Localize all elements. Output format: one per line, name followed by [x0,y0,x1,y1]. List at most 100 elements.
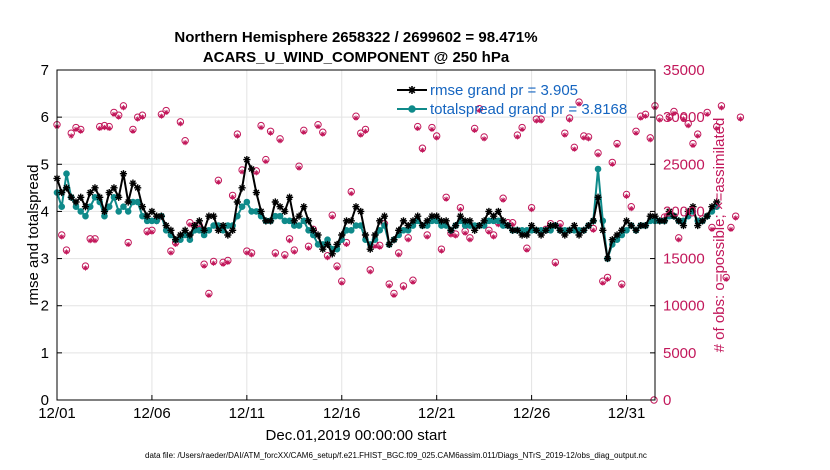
obs-assimilated-point [220,261,226,267]
rmse-point [471,226,479,234]
rmse-point [361,231,370,239]
rmse-point [86,188,94,197]
rmse-point [509,226,517,234]
rmse-point [551,221,559,230]
totalspread-point [295,222,303,229]
obs-assimilated-point [386,283,392,289]
rmse-point [523,231,531,239]
rmse-point [594,193,602,201]
y-right-tick-label: 35000 [663,62,705,79]
rmse-point [632,226,640,234]
rmse-point [176,231,184,239]
totalspread-point [124,208,132,215]
rmse-point [565,226,574,234]
obs-assimilated-point [737,116,744,122]
obs-assimilated-point [481,136,487,142]
obs-assimilated-point [400,285,407,291]
obs-assimilated-point [472,127,478,133]
obs-assimilated-point [552,261,558,267]
x-tick-label: 12/11 [229,405,265,422]
rmse-point [418,221,427,230]
obs-assimilated-point [514,134,520,140]
plot-frame [56,69,656,401]
rmse-point [414,212,422,220]
obs-assimilated-point [728,226,734,232]
rmse-point [570,221,578,230]
rmse-point [679,221,688,230]
obs-assimilated-point [604,276,611,282]
obs-assimilated-point [234,133,240,139]
obs-assimilated-point [163,109,169,116]
obs-assimilated-point [495,222,501,228]
rmse-point [290,217,298,225]
obs-assimilated-point [448,232,454,238]
obs-assimilated-series [54,101,744,298]
obs-assimilated-point [600,280,606,286]
obs-assimilated-point [63,249,70,255]
obs-assimilated-point [676,237,682,243]
obs-assimilated-point [367,269,373,275]
rmse-point [433,212,441,220]
obs-assimilated-point [206,292,212,298]
obs-assimilated-point [315,123,321,130]
obs-assimilated-point [372,243,378,249]
y-left-tick-label: 2 [41,298,49,315]
rmse-point [347,217,355,225]
x-tick-label: 12/16 [323,405,361,422]
obs-assimilated-point [733,215,739,221]
obs-assimilated-point [320,131,326,137]
obs-assimilated-point [571,146,577,152]
rmse-point [684,207,692,216]
obs-assimilated-point [462,230,468,236]
rmse-point [366,245,374,253]
totalspread-point [134,198,141,206]
rmse-point [708,203,716,211]
rmse-point [271,198,279,206]
rmse-point [703,212,711,220]
rmse-point [641,221,650,230]
rmse-point [428,212,436,220]
obs-assimilated-point [73,126,79,132]
rmse-point [385,240,393,249]
rmse-point [437,217,446,225]
obs-assimilated-point [566,117,573,123]
rmse-point [224,231,232,239]
rmse-point [210,212,218,220]
obs-assimilated-point [135,116,141,122]
obs-assimilated-point [358,132,364,138]
rmse-point [191,221,199,230]
obs-assimilated-point [125,241,131,248]
data-file-footnote: data file: /Users/raeder/DAI/ATM_forcXX/… [145,451,647,460]
obs-assimilated-point [87,238,93,244]
obs-assimilated-point [258,124,264,131]
obs-assimilated-point [562,132,568,138]
obs-assimilated-point [120,105,127,111]
rmse-point [143,212,151,220]
chart-title-line2: ACARS_U_WIND_COMPONENT @ 250 hPa [203,49,510,66]
obs-assimilated-point [391,292,397,298]
rmse-point [124,198,132,206]
obs-assimilated-point [177,121,183,127]
rmse-point [670,212,678,220]
obs-assimilated-point [524,247,530,253]
obs-assimilated-point [59,234,65,240]
rmse-point [162,221,170,230]
rmse-point [698,217,707,225]
x-axis-label: Dec.01,2019 00:00:00 start [266,427,448,444]
rmse-series [53,155,721,263]
obs-assimilated-point [201,263,207,269]
obs-assimilated-point [168,250,174,256]
x-tick-label: 12/06 [133,405,171,422]
obs-assimilated-point [443,196,449,202]
y-right-tick-label: 10000 [663,298,705,315]
rmse-point [105,188,113,197]
obs-assimilated-point [510,222,516,228]
y-right-tick-label: 20000 [663,203,705,220]
rmse-point [276,203,284,211]
obs-assimilated-point [82,265,89,271]
obs-assimilated-point [215,179,221,185]
obs-assimilated-point [139,114,146,120]
rmse-point [181,226,189,234]
rmse-point [115,193,123,201]
rmse-point [589,217,597,225]
